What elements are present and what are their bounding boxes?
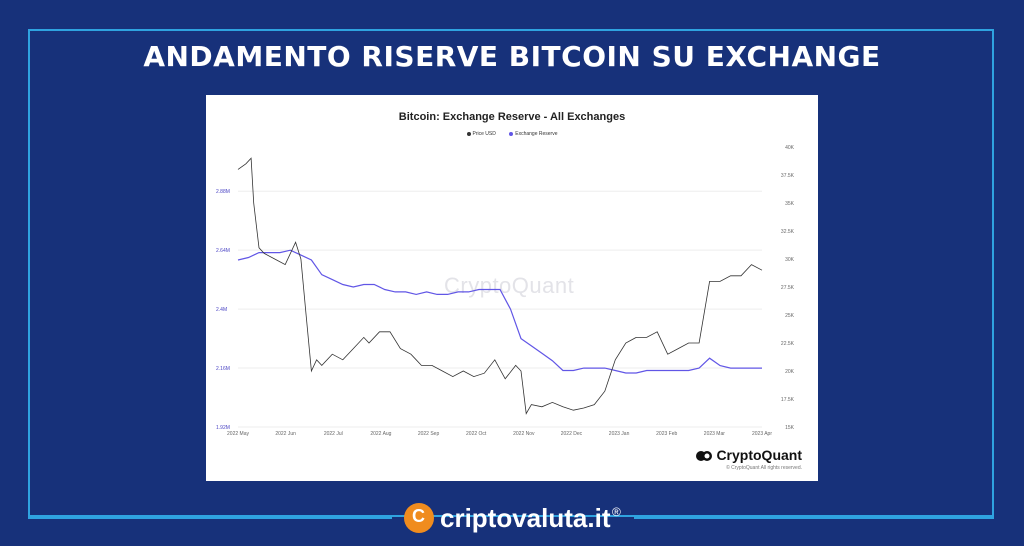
x-axis-tick: 2022 May bbox=[227, 431, 249, 437]
right-axis-tick: 22.5K bbox=[781, 341, 795, 347]
right-axis-tick: 35K bbox=[785, 201, 795, 207]
left-axis-tick: 2.4M bbox=[216, 307, 227, 313]
right-axis-tick: 40K bbox=[785, 145, 795, 151]
x-axis-tick: 2022 Jun bbox=[275, 431, 296, 437]
chart-plot: 1.92M 2.16M 2.4M 2.64M 2.88M 15K 17.5K 20K 22.5K… bbox=[216, 145, 795, 437]
footer-divider-right bbox=[634, 517, 994, 519]
right-axis-tick: 20K bbox=[785, 369, 795, 375]
footer: C criptovaluta.it ® bbox=[0, 501, 1024, 535]
page-headline: ANDAMENTO RISERVE BITCOIN SU EXCHANGE bbox=[143, 40, 881, 73]
x-axis-tick: 2022 Oct bbox=[466, 431, 487, 437]
left-axis-tick: 2.88M bbox=[216, 189, 230, 195]
right-axis-tick: 32.5K bbox=[781, 229, 795, 235]
x-axis-tick: 2023 Mar bbox=[704, 431, 725, 437]
criptovaluta-logo-icon: C bbox=[404, 503, 434, 533]
left-axis-tick: 1.92M bbox=[216, 425, 230, 431]
exchange-reserve-line bbox=[237, 249, 762, 374]
x-axis-tick: 2022 Aug bbox=[370, 431, 391, 437]
x-axis-tick: 2023 Jan bbox=[609, 431, 630, 437]
left-axis-tick: 2.16M bbox=[216, 366, 230, 372]
right-axis-tick: 15K bbox=[785, 425, 795, 431]
x-axis-tick: 2022 Sep bbox=[418, 431, 440, 437]
chart-legend: Price USD Exchange Reserve bbox=[206, 131, 818, 137]
chart-card: Bitcoin: Exchange Reserve - All Exchange… bbox=[206, 95, 818, 481]
chart-title: Bitcoin: Exchange Reserve - All Exchange… bbox=[398, 111, 626, 123]
legend-price: Price USD bbox=[466, 131, 496, 137]
registered-mark: ® bbox=[612, 505, 621, 519]
copyright-text: © CryptoQuant All rights reserved. bbox=[726, 465, 802, 471]
price-usd-line bbox=[237, 157, 763, 415]
right-axis-tick: 27.5K bbox=[781, 285, 795, 291]
right-axis-tick: 37.5K bbox=[781, 173, 795, 179]
footer-divider-left bbox=[28, 517, 392, 519]
cryptoquant-icon bbox=[696, 451, 713, 462]
outer-frame bbox=[28, 29, 994, 517]
brand-name: CryptoQuant bbox=[716, 447, 802, 463]
footer-site-name: criptovaluta.it bbox=[440, 503, 611, 533]
right-axis-tick: 30K bbox=[785, 257, 795, 263]
legend-reserve: Exchange Reserve bbox=[509, 131, 557, 137]
right-axis-tick: 17.5K bbox=[781, 397, 795, 403]
x-axis-tick: 2022 Dec bbox=[561, 431, 583, 437]
left-axis-tick: 2.64M bbox=[216, 248, 230, 254]
chart-watermark: CryptoQuant bbox=[444, 273, 575, 298]
x-axis-tick: 2023 Feb bbox=[656, 431, 677, 437]
x-axis-tick: 2022 Nov bbox=[513, 431, 535, 437]
x-axis-tick: 2023 Apr bbox=[752, 431, 772, 437]
right-axis-tick: 25K bbox=[785, 313, 795, 319]
brand-logo: CryptoQuant bbox=[696, 447, 802, 463]
x-axis-tick: 2022 Jul bbox=[324, 431, 343, 437]
